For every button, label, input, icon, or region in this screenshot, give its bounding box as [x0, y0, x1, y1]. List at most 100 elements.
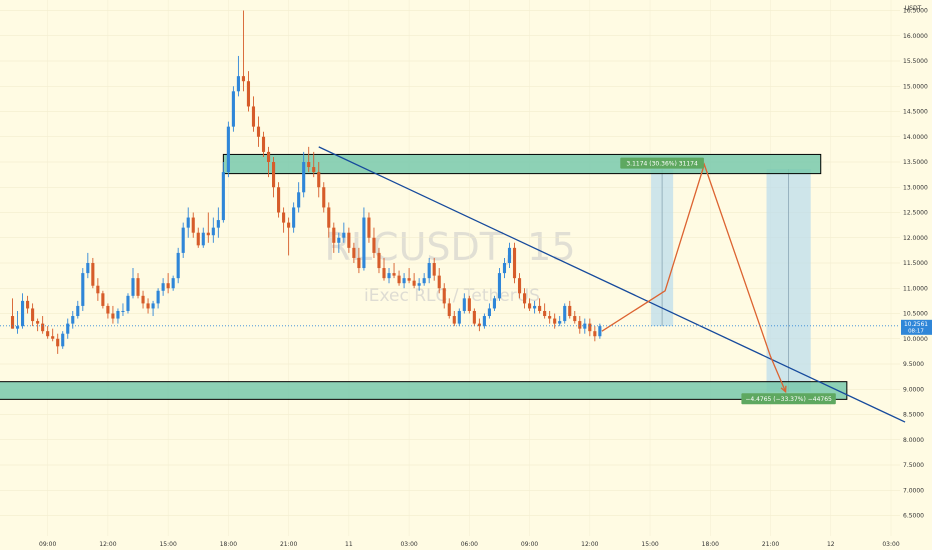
candle-body: [512, 247, 517, 279]
candle: [412, 273, 416, 289]
candle: [317, 162, 321, 198]
candle: [166, 273, 170, 294]
candle-body: [507, 247, 512, 263]
candle: [101, 290, 105, 309]
time-tick-label: 21:00: [762, 541, 779, 548]
candle-body: [332, 227, 336, 243]
candle: [46, 326, 50, 339]
candle-body: [322, 187, 326, 208]
candle: [357, 247, 361, 274]
candle-body: [387, 273, 391, 279]
measure-boxes[interactable]: [651, 169, 811, 392]
candle: [15, 310, 20, 334]
support-zone[interactable]: [0, 381, 848, 400]
candle-body: [211, 227, 215, 236]
candle-body: [287, 222, 291, 228]
candle: [387, 268, 391, 284]
candle: [568, 300, 572, 319]
candle: [467, 295, 471, 314]
candle: [578, 316, 582, 334]
candle: [332, 222, 336, 253]
price-tick-label: 7.0000: [903, 487, 924, 494]
candle: [161, 278, 165, 296]
candle: [266, 146, 271, 178]
candle: [287, 217, 291, 256]
candle: [512, 242, 517, 284]
time-tick-label: 11: [345, 541, 353, 548]
time-axis[interactable]: 09:00 12:00 15:00 18:00 21:00 11 03:00 06:00 09:…: [39, 541, 900, 548]
candle-body: [131, 278, 135, 296]
candle: [297, 182, 301, 213]
candle: [487, 303, 491, 319]
candle-body: [407, 278, 411, 281]
candle: [372, 227, 376, 258]
short-measure-label-bg: [741, 393, 836, 405]
candle: [116, 308, 120, 324]
candle: [517, 273, 522, 299]
candle: [563, 303, 567, 324]
candle-body: [272, 162, 276, 188]
price-tick-label: 15.0000: [903, 83, 928, 90]
candle-body: [517, 278, 522, 294]
drawings[interactable]: [318, 146, 906, 423]
candle-body: [342, 232, 346, 238]
candle: [352, 242, 356, 263]
candle-body: [563, 305, 567, 322]
candle: [126, 293, 130, 314]
candle: [538, 298, 542, 314]
time-tick-label: 03:00: [400, 541, 417, 548]
candle: [61, 331, 65, 349]
candle-body: [598, 326, 602, 337]
candle-body: [41, 323, 45, 332]
candle: [251, 96, 256, 132]
candle-body: [76, 305, 80, 317]
candle: [221, 162, 225, 223]
candle: [523, 288, 527, 309]
candle: [136, 273, 140, 299]
candle: [156, 288, 160, 309]
candle-body: [246, 81, 251, 107]
candle: [548, 310, 552, 324]
candle: [312, 151, 316, 178]
candle-body: [543, 310, 547, 317]
price-tick-label: 16.0000: [903, 33, 928, 40]
candle: [302, 151, 306, 198]
candle-body: [297, 192, 301, 208]
candle-body: [397, 275, 401, 284]
candle-body: [31, 308, 35, 322]
candle-body: [553, 318, 557, 324]
candle: [397, 270, 401, 286]
candle-body: [66, 323, 70, 334]
candle-body: [61, 333, 65, 347]
price-axis[interactable]: USDT 6.5000 7.0000 7.5000 8.0000 8.5000 9.000…: [903, 5, 928, 520]
time-tick-label: 12: [827, 541, 835, 548]
candle: [362, 207, 366, 271]
candle-body: [482, 316, 486, 327]
candle-body: [447, 303, 451, 317]
candle-body: [46, 331, 50, 337]
candle: [246, 71, 251, 112]
candle: [76, 300, 80, 319]
price-tick-label: 10.5000: [903, 311, 928, 318]
candle-body: [362, 217, 366, 269]
candle-body: [583, 323, 587, 329]
candle: [437, 268, 441, 294]
candle-body: [548, 316, 552, 319]
price-tick-label: 11.5000: [903, 260, 928, 267]
candle-body: [106, 305, 110, 314]
candle: [201, 227, 205, 248]
projection-path[interactable]: [601, 162, 787, 393]
watermark-symbol: RLCUSDT, 15: [324, 225, 575, 269]
trendline[interactable]: [318, 146, 906, 423]
candle: [181, 222, 185, 258]
candle-body: [236, 76, 240, 92]
candle-body: [51, 336, 55, 339]
candle: [151, 300, 155, 317]
candle: [226, 121, 230, 178]
candle: [558, 316, 562, 327]
candle: [417, 278, 421, 291]
candle: [472, 308, 476, 327]
candle-body: [452, 316, 456, 324]
